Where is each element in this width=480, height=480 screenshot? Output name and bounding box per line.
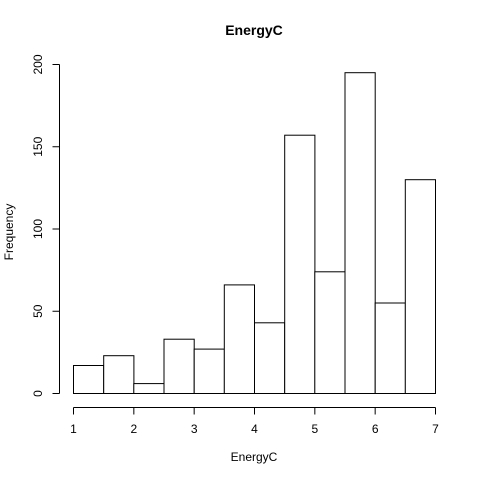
x-axis: 1 2 3 4 5 6 7: [70, 407, 439, 436]
histogram-bar: [103, 355, 135, 395]
histogram-bar: [73, 365, 105, 394]
x-tick-label: 1: [70, 422, 77, 436]
histogram-bar: [163, 338, 195, 395]
histogram-bar: [404, 179, 436, 394]
y-axis-label: Frequency: [2, 204, 16, 261]
histogram-bar: [223, 284, 256, 394]
histogram-bar: [314, 271, 346, 394]
chart-title: EnergyC: [225, 22, 283, 38]
histogram-bar: [284, 134, 316, 394]
y-tick-label: 0: [31, 390, 45, 397]
y-tick-label: 200: [31, 54, 45, 74]
histogram-bar: [344, 72, 376, 394]
histogram-bar: [193, 348, 225, 395]
histogram-bar: [133, 383, 165, 395]
histogram-bar: [374, 302, 406, 394]
x-tick-label: 3: [191, 422, 198, 436]
y-tick-label: 150: [31, 136, 45, 156]
x-axis-label: EnergyC: [231, 450, 278, 464]
histogram-bar: [254, 322, 286, 394]
y-tick-label: 50: [31, 304, 45, 318]
x-tick-label: 4: [251, 422, 258, 436]
x-tick-label: 6: [372, 422, 379, 436]
x-tick-label: 2: [130, 422, 137, 436]
y-tick-label: 100: [31, 219, 45, 239]
x-tick-label: 5: [311, 422, 318, 436]
x-tick-label: 7: [432, 422, 439, 436]
y-axis: 0 50 100 150 200: [31, 54, 60, 397]
bars-group: [73, 72, 436, 395]
